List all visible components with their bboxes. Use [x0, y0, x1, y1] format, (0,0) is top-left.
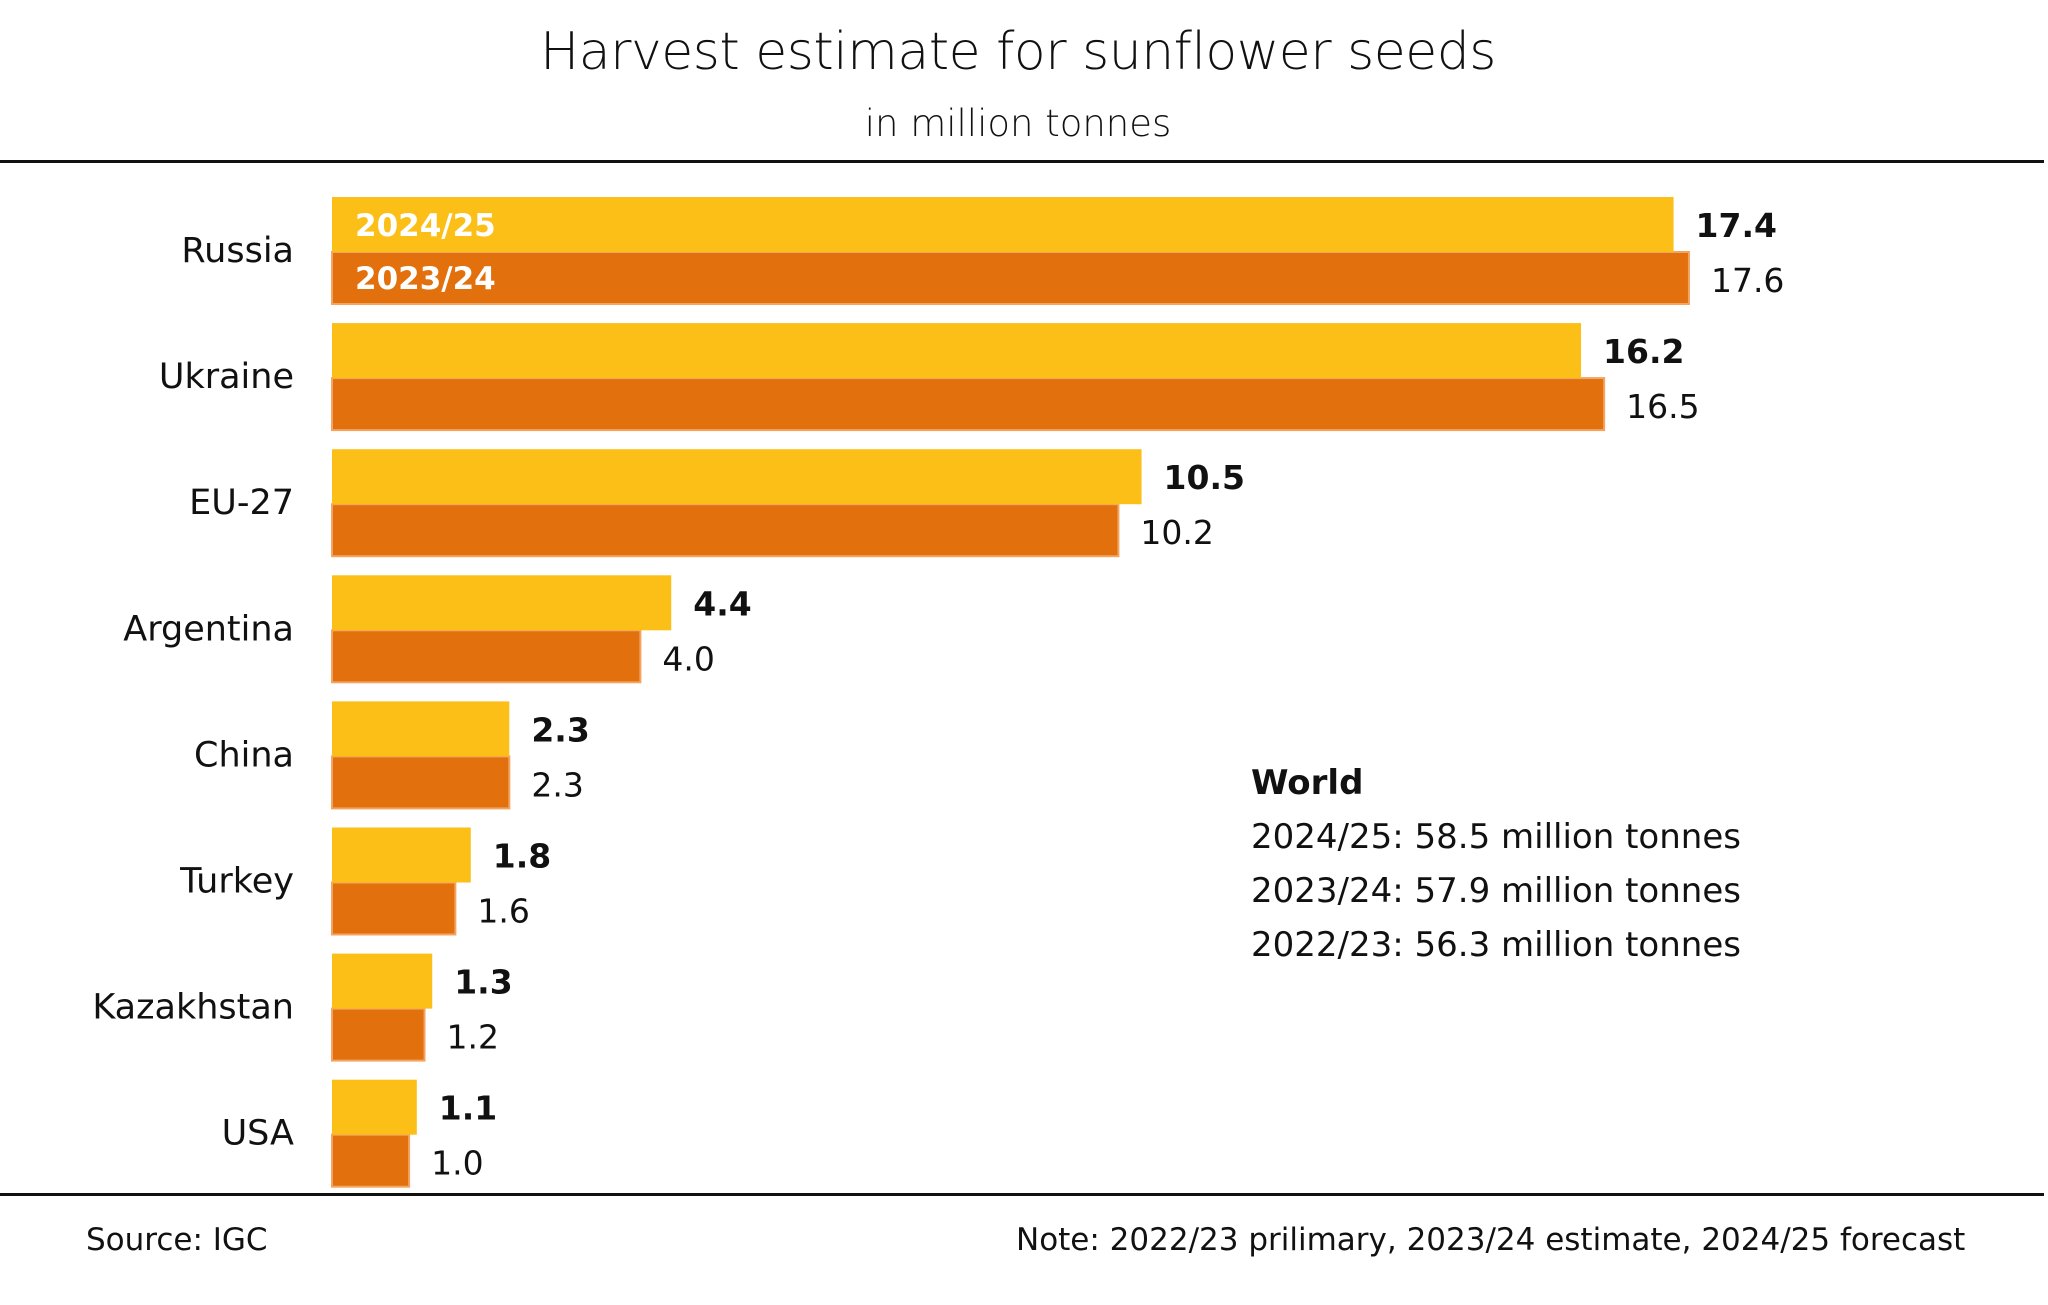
legend-2024-25: 2024/25 [355, 208, 496, 244]
world-line-2022-23: 2022/23: 56.3 million tonnes [1251, 925, 1741, 965]
world-heading: World [1251, 763, 1364, 803]
bar-2023-24 [331, 377, 1606, 432]
bar-2024-25 [332, 827, 471, 883]
legend-2023-24: 2023/24 [355, 261, 496, 297]
bar-2023-24 [331, 629, 642, 684]
bottom-divider [0, 1193, 2044, 1196]
category-label: Russia [181, 231, 294, 271]
value-label-2023-24: 1.0 [431, 1144, 483, 1183]
world-summary: World 2024/25: 58.5 million tonnes 2023/… [1251, 756, 1741, 972]
bar-2024-25 [332, 197, 1674, 252]
bar-2023-24 [331, 503, 1120, 558]
value-label-2023-24: 1.2 [447, 1018, 499, 1057]
category-label: Turkey [179, 862, 294, 902]
value-label-2023-24: 4.0 [662, 639, 714, 678]
bar-2023-24 [331, 1007, 426, 1062]
bar-2024-25 [332, 953, 433, 1009]
value-label-2024-25: 1.8 [493, 837, 551, 876]
value-label-2023-24: 2.3 [531, 765, 583, 804]
bar-2023-24 [331, 251, 1690, 305]
value-label-2023-24: 16.5 [1626, 387, 1699, 426]
chart-title: Harvest estimate for sunflower seeds [540, 22, 1496, 82]
value-label-2024-25: 4.4 [693, 584, 751, 623]
bar-2023-24 [331, 755, 511, 810]
bar-2024-25 [332, 701, 510, 757]
world-line-2024-25: 2024/25: 58.5 million tonnes [1251, 817, 1741, 857]
category-label: Ukraine [159, 357, 294, 397]
bar-2024-25 [332, 1079, 417, 1135]
value-label-2023-24: 17.6 [1711, 261, 1784, 300]
value-label-2024-25: 17.4 [1696, 206, 1777, 245]
category-label: Kazakhstan [92, 988, 294, 1028]
footnote: Note: 2022/23 prilimary, 2023/24 estimat… [1016, 1222, 1966, 1258]
value-label-2024-25: 1.3 [454, 963, 512, 1002]
bar-2023-24 [331, 881, 457, 936]
value-label-2024-25: 2.3 [531, 710, 589, 749]
value-label-2023-24: 10.2 [1140, 513, 1213, 552]
value-label-2023-24: 1.6 [477, 892, 529, 931]
bar-2024-25 [332, 575, 672, 631]
value-label-2024-25: 10.5 [1164, 458, 1245, 497]
top-divider [0, 160, 2044, 163]
value-label-2024-25: 16.2 [1603, 332, 1684, 371]
category-label: EU-27 [189, 483, 294, 523]
bar-2024-25 [332, 449, 1142, 505]
value-label-2024-25: 1.1 [439, 1089, 497, 1128]
source-note: Source: IGC [86, 1222, 268, 1258]
world-line-2023-24: 2023/24: 57.9 million tonnes [1251, 871, 1741, 911]
category-label: USA [222, 1114, 294, 1154]
category-label: Argentina [123, 609, 294, 649]
bar-2024-25 [332, 323, 1582, 379]
category-label: China [194, 735, 294, 775]
chart-subtitle: in million tonnes [864, 102, 1172, 145]
bar-2023-24 [331, 1133, 411, 1188]
